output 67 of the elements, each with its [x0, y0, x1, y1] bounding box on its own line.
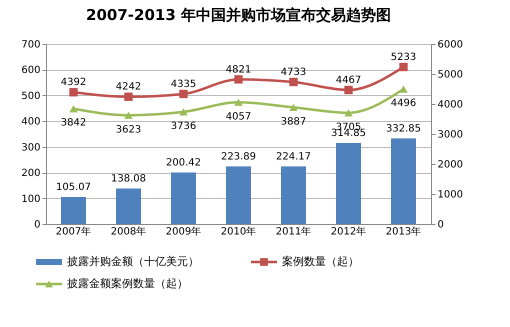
point	[399, 62, 408, 72]
point	[69, 88, 78, 96]
data-label: 3842	[60, 118, 86, 129]
data-label: 332.85	[386, 123, 421, 134]
y2-tick-label: 2000	[438, 160, 463, 170]
data-label: 3623	[116, 124, 142, 136]
x-tick-label: 2009年	[166, 226, 202, 238]
y2-tick-label: 1000	[438, 190, 463, 200]
bar	[336, 143, 361, 224]
data-label: 4496	[390, 98, 416, 110]
x-tick-label: 2012年	[330, 226, 366, 238]
y-tick-label: 300	[21, 142, 40, 154]
point	[179, 108, 188, 116]
data-label: 4335	[170, 78, 196, 90]
x-tick-label: 2010年	[220, 226, 256, 238]
point	[124, 112, 133, 119]
point	[289, 104, 298, 112]
y2-tick-label: 5000	[438, 70, 463, 80]
y-tick-label: 600	[21, 65, 40, 76]
x-tick-label: 2007年	[56, 226, 92, 238]
bar	[171, 172, 196, 224]
point	[234, 75, 243, 84]
point	[344, 86, 353, 94]
y2-tick-label: 6000	[438, 40, 463, 50]
bar	[61, 196, 86, 224]
y-tick-label: 500	[21, 90, 40, 102]
y2-tick-label: 0	[438, 220, 444, 230]
legend-label: 披露并购金额（十亿美元）	[67, 255, 199, 268]
bar	[281, 166, 306, 224]
data-label: 3736	[170, 120, 196, 132]
data-label: 4467	[336, 74, 362, 86]
data-label: 105.07	[56, 182, 91, 193]
legend-label: 案例数量（起）	[282, 255, 359, 268]
x-tick-label: 2008年	[110, 226, 146, 238]
data-label: 4242	[116, 82, 142, 93]
data-label: 224.17	[276, 151, 311, 162]
data-label: 4057	[226, 111, 252, 122]
data-label: 4733	[280, 67, 306, 78]
data-label: 138.08	[111, 173, 146, 184]
point	[289, 78, 298, 86]
bar	[391, 138, 416, 224]
y-tick-label: 400	[21, 116, 40, 128]
data-label: 3887	[280, 116, 306, 128]
data-label: 4821	[226, 64, 252, 76]
point	[179, 90, 188, 98]
data-label: 223.89	[221, 151, 256, 162]
x-tick-label: 2013年	[386, 226, 422, 238]
point	[124, 92, 133, 101]
chart-title: 2007-2013 年中国并购市场宣布交易趋势图	[86, 6, 391, 24]
y2-tick-label: 3000	[438, 130, 463, 140]
y2-tick-label: 4000	[438, 100, 463, 110]
bar	[116, 188, 141, 224]
bar	[226, 166, 251, 224]
y-tick-label: 0	[34, 220, 40, 230]
legend-label: 披露金额案例数量（起）	[67, 277, 188, 290]
data-label: 4392	[60, 77, 86, 88]
y-tick-label: 100	[21, 194, 40, 205]
data-label: 5233	[390, 52, 416, 64]
point	[399, 85, 408, 93]
data-label: 200.42	[166, 157, 201, 168]
point	[69, 105, 78, 112]
point	[344, 109, 353, 116]
point	[234, 98, 243, 106]
y-tick-label: 200	[21, 168, 40, 180]
data-label: 314.85	[331, 128, 366, 140]
y-tick-label: 700	[21, 40, 40, 50]
x-tick-label: 2011年	[276, 226, 312, 238]
